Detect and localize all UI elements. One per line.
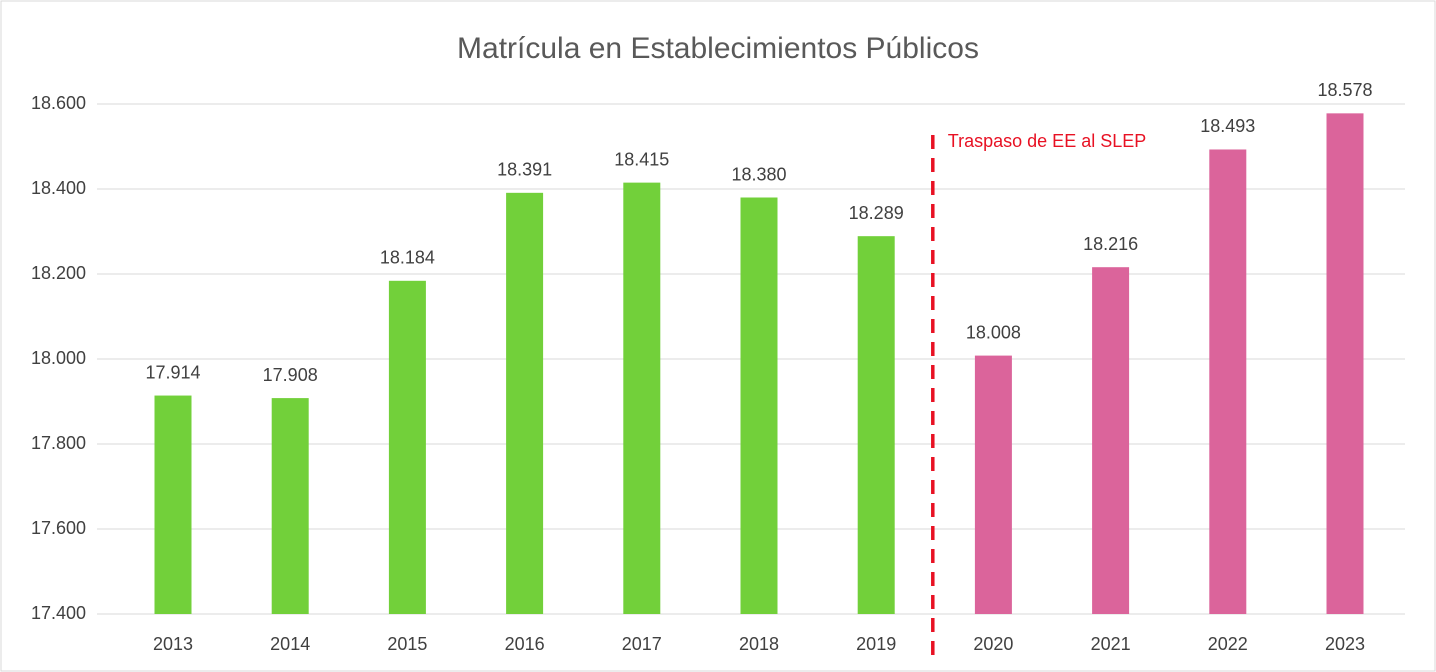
data-label: 18.008: [966, 322, 1021, 342]
bar: [1209, 149, 1247, 614]
bar: [154, 395, 192, 614]
y-tick-label: 18.400: [31, 178, 86, 198]
bar: [623, 182, 661, 614]
y-tick-label: 18.200: [31, 263, 86, 283]
y-tick-label: 18.600: [31, 93, 86, 113]
x-tick-label: 2013: [153, 634, 193, 654]
y-tick-label: 17.600: [31, 518, 86, 538]
data-label: 18.493: [1200, 116, 1255, 136]
bar: [506, 192, 544, 614]
chart-title: Matrícula en Establecimientos Públicos: [457, 32, 979, 65]
x-tick-label: 2015: [387, 634, 427, 654]
data-label: 18.415: [614, 149, 669, 169]
bar: [1326, 113, 1364, 614]
bar: [1092, 267, 1130, 614]
data-label: 17.914: [145, 362, 200, 382]
annotation-text: Traspaso de EE al SLEP: [948, 131, 1146, 151]
y-tick-label: 18.000: [31, 348, 86, 368]
bar: [271, 398, 309, 614]
data-label: 18.184: [380, 248, 435, 268]
x-tick-label: 2023: [1325, 634, 1365, 654]
x-tick-label: 2020: [973, 634, 1013, 654]
data-label: 18.380: [731, 164, 786, 184]
x-tick-label: 2021: [1091, 634, 1131, 654]
x-tick-label: 2019: [856, 634, 896, 654]
y-tick-label: 17.800: [31, 433, 86, 453]
x-tick-label: 2022: [1208, 634, 1248, 654]
bar: [857, 236, 895, 615]
x-tick-label: 2017: [622, 634, 662, 654]
data-label: 18.391: [497, 160, 552, 180]
bar: [740, 197, 778, 614]
data-label: 18.289: [849, 203, 904, 223]
bar: [974, 355, 1012, 614]
bar: [388, 280, 426, 614]
data-label: 18.216: [1083, 234, 1138, 254]
data-label: 18.578: [1317, 80, 1372, 100]
x-tick-label: 2016: [505, 634, 545, 654]
data-label: 17.908: [263, 365, 318, 385]
y-tick-label: 17.400: [31, 603, 86, 623]
x-tick-label: 2014: [270, 634, 310, 654]
x-tick-label: 2018: [739, 634, 779, 654]
